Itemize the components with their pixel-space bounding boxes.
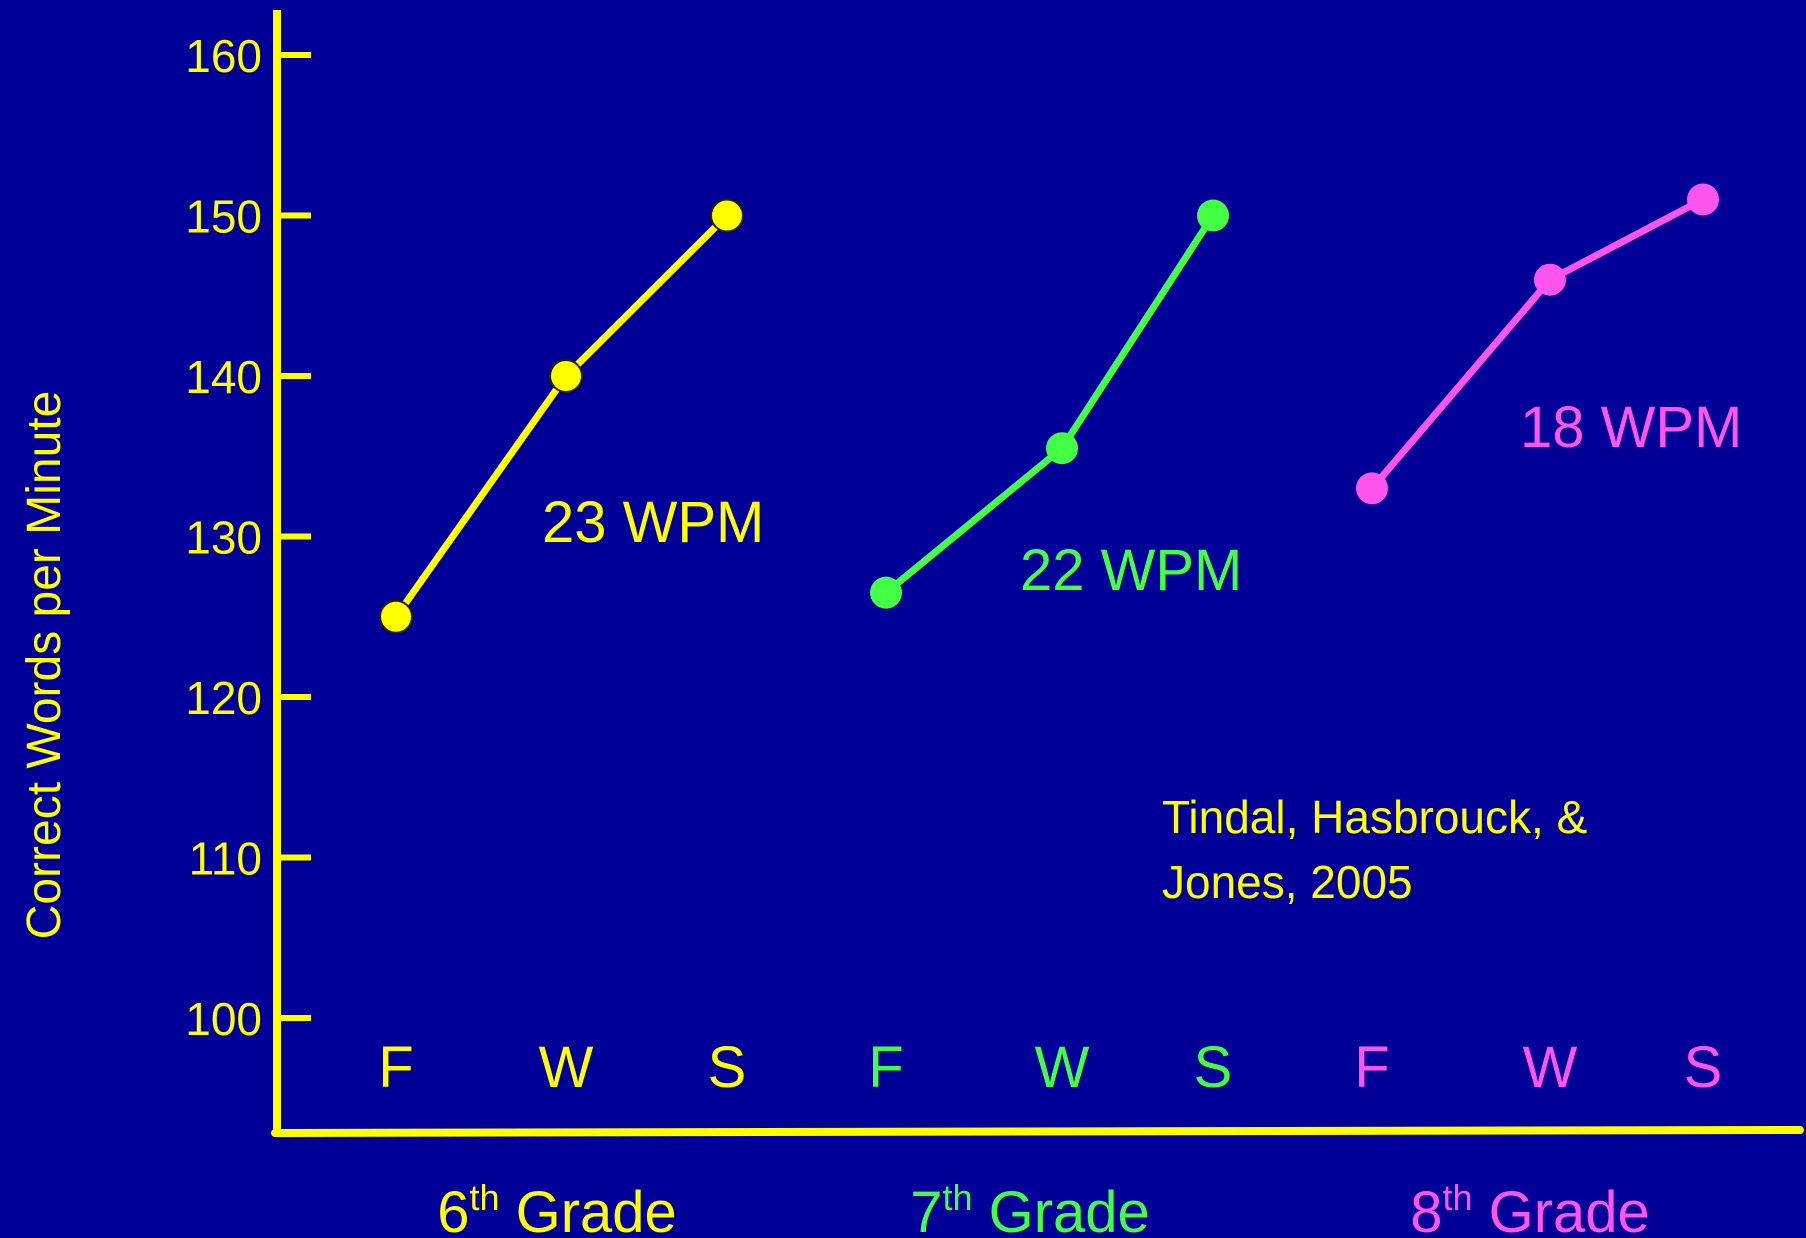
grade-label: 6th Grade	[437, 1177, 677, 1238]
y-tick-label: 160	[185, 30, 262, 82]
data-point	[549, 359, 583, 393]
grade-number: 6	[437, 1180, 469, 1238]
grade-number: 8	[1410, 1180, 1442, 1238]
series-layer: 23 WPM 22 WPM 18 WPM	[379, 183, 1742, 634]
grade-label: 8th Grade	[1410, 1177, 1650, 1238]
grade-ordinal-suffix: th	[942, 1177, 972, 1218]
y-tick-label: 130	[185, 512, 262, 564]
data-point	[1046, 432, 1078, 465]
data-point	[1356, 472, 1388, 505]
y-tick-label: 110	[189, 833, 262, 885]
data-point	[870, 576, 902, 609]
y-ticks: 100 110 120 130 140 150 160	[185, 30, 311, 1045]
grade-label: 7th Grade	[910, 1177, 1150, 1238]
gain-label: 22 WPM	[1020, 538, 1242, 603]
grade-word: Grade	[1472, 1180, 1649, 1238]
x-tick-label: F	[1354, 1035, 1389, 1100]
data-point	[1197, 199, 1229, 232]
x-tick-label: S	[1194, 1035, 1233, 1100]
grade-number: 7	[910, 1180, 942, 1238]
grade-ordinal-suffix: th	[1442, 1177, 1472, 1218]
x-tick-label: S	[708, 1035, 747, 1100]
x-tick-label: S	[1684, 1035, 1723, 1100]
y-axis-title: Correct Words per Minute	[18, 391, 71, 940]
x-tick-label: F	[868, 1035, 903, 1100]
grade-ordinal-suffix: th	[469, 1177, 499, 1218]
source-annotation-line2: Jones, 2005	[1162, 856, 1413, 908]
x-tick-label: W	[1523, 1035, 1578, 1100]
data-point	[1534, 263, 1566, 296]
y-tick-label: 150	[185, 191, 262, 243]
grade-labels: 6th Grade 7th Grade 8th Grade	[437, 1177, 1650, 1238]
grade-word: Grade	[972, 1180, 1149, 1238]
x-tick-label: F	[378, 1035, 413, 1100]
y-tick-label: 120	[185, 672, 262, 724]
y-tick-label: 140	[185, 351, 262, 403]
y-tick-label: 100	[185, 993, 262, 1045]
x-tick-label: W	[539, 1035, 594, 1100]
gain-label: 18 WPM	[1520, 395, 1742, 460]
x-tick-label: W	[1035, 1035, 1090, 1100]
data-point	[379, 599, 413, 634]
source-annotation-line1: Tindal, Hasbrouck, &	[1162, 791, 1587, 843]
x-axis-line	[271, 1126, 1804, 1137]
data-point	[710, 198, 744, 233]
grade-word: Grade	[499, 1180, 676, 1238]
data-point	[1687, 183, 1719, 216]
gain-label: 23 WPM	[542, 490, 764, 555]
